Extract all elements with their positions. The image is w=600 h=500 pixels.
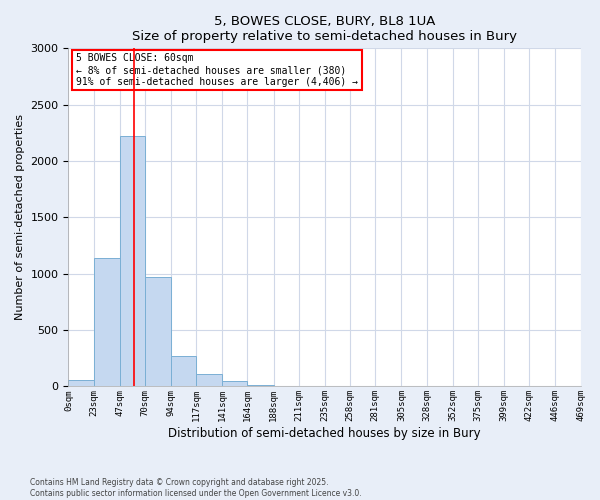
- Bar: [94, 258, 120, 386]
- Bar: [145, 277, 171, 386]
- Bar: [171, 356, 196, 386]
- Y-axis label: Number of semi-detached properties: Number of semi-detached properties: [15, 114, 25, 320]
- Bar: [68, 380, 94, 386]
- Bar: [223, 381, 247, 386]
- Bar: [120, 136, 145, 386]
- Text: Contains HM Land Registry data © Crown copyright and database right 2025.
Contai: Contains HM Land Registry data © Crown c…: [30, 478, 362, 498]
- Title: 5, BOWES CLOSE, BURY, BL8 1UA
Size of property relative to semi-detached houses : 5, BOWES CLOSE, BURY, BL8 1UA Size of pr…: [132, 15, 517, 43]
- X-axis label: Distribution of semi-detached houses by size in Bury: Distribution of semi-detached houses by …: [168, 427, 481, 440]
- Text: 5 BOWES CLOSE: 60sqm
← 8% of semi-detached houses are smaller (380)
91% of semi-: 5 BOWES CLOSE: 60sqm ← 8% of semi-detach…: [76, 54, 358, 86]
- Bar: [196, 374, 223, 386]
